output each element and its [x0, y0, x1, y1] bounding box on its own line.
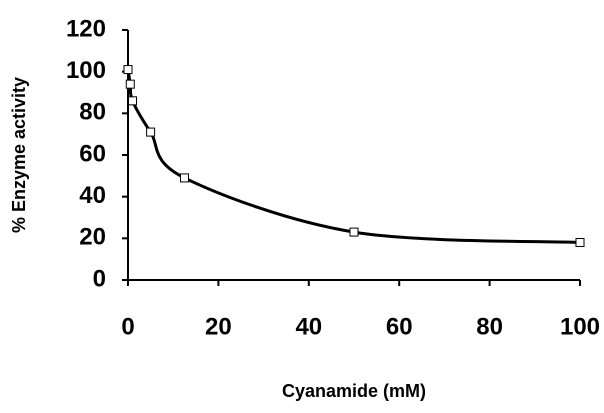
y-tick-label: 20	[79, 224, 106, 251]
y-tick-label: 120	[66, 15, 106, 42]
x-tick-label: 20	[205, 313, 232, 340]
curve	[126, 69, 581, 244]
marker	[349, 227, 359, 237]
x-tick-label: 0	[121, 313, 134, 340]
y-tick-label: 100	[66, 57, 106, 84]
x-tick-label: 40	[295, 313, 322, 340]
marker	[128, 96, 138, 106]
y-tick-label: 80	[79, 99, 106, 126]
marker	[575, 238, 585, 247]
y-tick-label: 40	[79, 182, 106, 209]
marker	[180, 173, 189, 183]
marker	[146, 127, 156, 137]
x-tick-label: 60	[386, 313, 413, 340]
y-tick-label: 0	[93, 265, 106, 292]
y-axis-title: % Enzyme activity	[9, 77, 29, 233]
marker	[123, 65, 133, 75]
x-tick-label: 80	[476, 313, 503, 340]
x-tick-label: 100	[560, 313, 600, 340]
x-axis-title: Cyanamide (mM)	[282, 381, 426, 401]
marker	[125, 79, 135, 89]
y-tick-label: 60	[79, 140, 106, 167]
